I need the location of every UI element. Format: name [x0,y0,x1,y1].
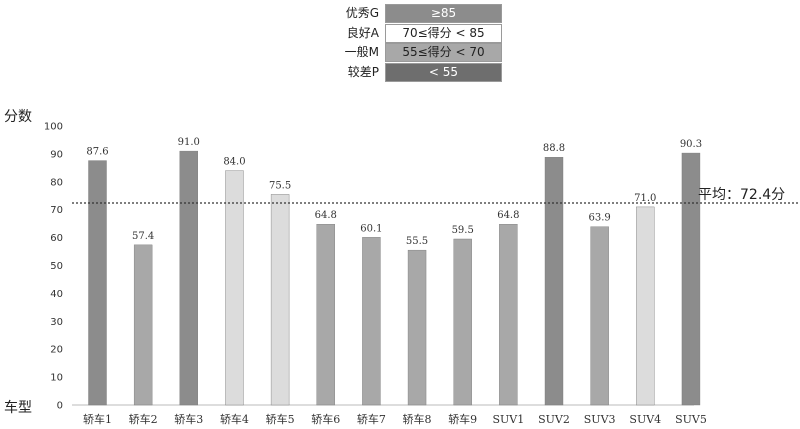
legend-swatch: < 55 [385,62,502,82]
bar-value-label: 59.5 [452,225,474,236]
legend-row: 优秀G ≥85 [305,4,505,23]
x-axis-title: 车型 [4,399,32,416]
legend-swatch: 55≤得分 < 70 [385,43,502,62]
bar [179,150,199,406]
y-tick-label: 80 [50,177,63,188]
bar-value-label: 84.0 [223,157,245,168]
bar-value-label: 71.0 [634,193,656,204]
bar-value-label: 55.5 [406,236,428,247]
bar-value-label: 90.3 [680,139,702,150]
bar [133,244,153,406]
legend-swatch: ≥85 [385,4,502,23]
y-tick-label: 90 [50,149,63,160]
bar [499,224,518,406]
average-label: 平均：72.4分 [698,187,785,203]
category-label: 轿车1 [83,412,112,426]
legend-label: 良好A [346,25,379,40]
bar [316,224,335,406]
bar [225,170,244,406]
category-label: 轿车2 [129,412,158,426]
category-label: SUV5 [675,413,707,426]
bar-value-label: 87.6 [86,147,108,158]
category-label: 轿车6 [311,412,340,426]
category-label: 轿车7 [357,412,386,426]
bar [590,226,609,406]
bar-value-label: 57.4 [132,231,154,242]
legend-label: 较差P [347,64,379,79]
legend-row: 一般M 55≤得分 < 70 [305,43,505,62]
bar-value-label: 75.5 [269,180,291,191]
category-label: 轿车8 [403,412,432,426]
bar-value-label: 63.9 [589,213,611,224]
y-tick-label: 50 [50,261,63,272]
y-tick-label: 20 [50,345,63,356]
legend-swatch: 70≤得分 < 85 [385,23,502,43]
bars: 87.6 轿车1 57.4 轿车2 91.0 轿车3 84.0 轿车4 75.5 轿车5 64.8 轿… [83,137,707,426]
y-tick-label: 70 [50,205,63,216]
category-label: SUV1 [492,413,524,426]
y-axis: 0 10 20 30 40 50 60 70 80 90 100 [44,122,694,412]
y-tick-label: 60 [50,233,63,244]
y-tick-label: 0 [57,401,63,412]
bar-value-label: 88.8 [543,143,565,154]
bar-value-label: 64.8 [315,210,337,221]
category-label: 轿车3 [174,412,203,426]
category-label: 轿车5 [266,412,295,426]
bar [88,160,107,406]
y-tick-label: 30 [50,317,63,328]
category-label: SUV3 [584,413,616,426]
y-tick-label: 100 [44,122,63,133]
bar [636,206,655,406]
category-label: SUV4 [629,413,661,426]
category-label: 轿车9 [448,412,477,426]
legend-row: 良好A 70≤得分 < 85 [305,23,505,43]
category-label: 轿车4 [220,412,249,426]
bar [407,249,427,406]
legend-label: 一般M [344,45,379,59]
legend-row: 较差P < 55 [305,62,505,82]
bar-value-label: 64.8 [497,210,519,221]
bar-value-label: 60.1 [360,223,382,234]
y-axis-title: 分数 [4,109,32,125]
bar-value-label: 91.0 [178,137,200,148]
bar [270,194,290,406]
bar [453,238,472,406]
y-tick-label: 40 [50,289,63,300]
category-label: SUV2 [538,413,570,426]
y-tick-label: 10 [50,373,63,384]
bar [362,237,381,406]
bar [681,152,701,406]
bar [544,157,564,406]
average-line-group: 平均：72.4分 [72,187,800,204]
legend-label: 优秀G [345,6,379,20]
